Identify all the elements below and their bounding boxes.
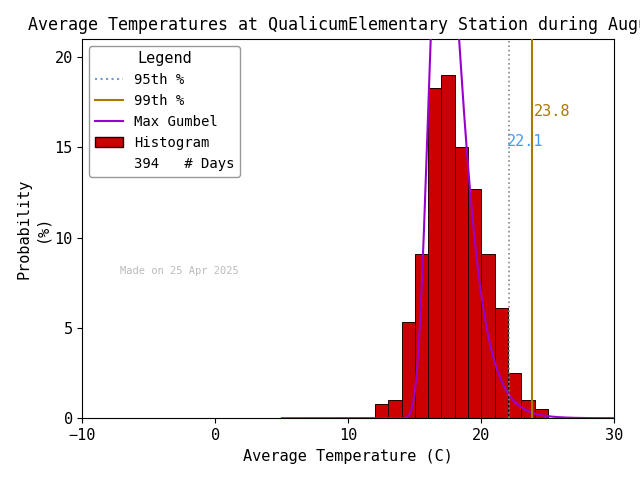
Bar	[522, 400, 534, 418]
Bar	[455, 147, 468, 418]
Bar	[401, 323, 415, 418]
Bar	[481, 254, 495, 418]
Legend: 95th %, 99th %, Max Gumbel, Histogram, 394   # Days: 95th %, 99th %, Max Gumbel, Histogram, 3…	[90, 46, 240, 177]
Bar	[375, 404, 388, 418]
Bar	[534, 409, 548, 418]
X-axis label: Average Temperature (C): Average Temperature (C)	[243, 448, 453, 464]
Text: 23.8: 23.8	[534, 104, 570, 119]
Text: Made on 25 Apr 2025: Made on 25 Apr 2025	[120, 266, 239, 276]
Text: 22.1: 22.1	[508, 134, 544, 149]
Y-axis label: Probability
(%): Probability (%)	[17, 179, 49, 279]
Bar	[508, 373, 522, 418]
Bar	[428, 88, 442, 418]
Title: Average Temperatures at QualicumElementary Station during August: Average Temperatures at QualicumElementa…	[28, 16, 640, 35]
Bar	[442, 75, 455, 418]
Bar	[468, 189, 481, 418]
Bar	[388, 400, 401, 418]
Bar	[495, 308, 508, 418]
Bar	[415, 254, 428, 418]
